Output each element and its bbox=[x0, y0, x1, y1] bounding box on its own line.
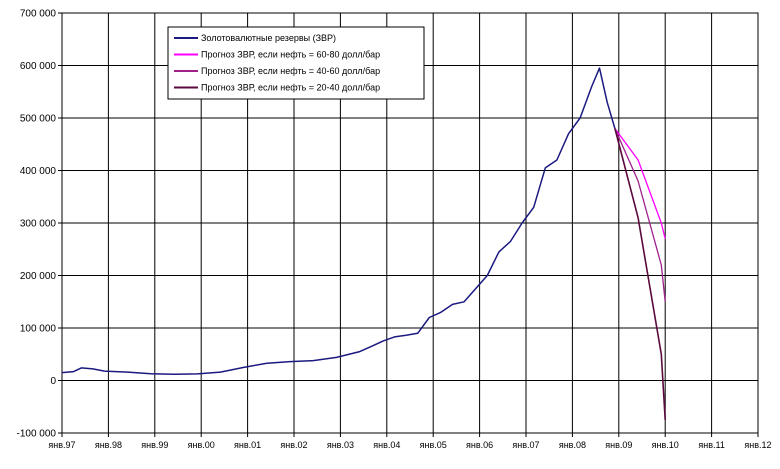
y-tick-label: 400 000 bbox=[20, 166, 57, 177]
x-tick-label: янв.08 bbox=[559, 440, 586, 450]
y-tick-label: 0 bbox=[50, 376, 56, 387]
legend: Золотовалютные резервы (ЗВР) Прогноз ЗВР,… bbox=[167, 26, 425, 100]
y-axis-ticks: 700 000 600 000 500 000 400 000 300 000 200 0… bbox=[17, 9, 62, 440]
x-tick-label: янв.01 bbox=[234, 440, 261, 450]
series-line-2 bbox=[614, 128, 666, 302]
x-axis-ticks: янв.97 янв.98 янв.99 янв.00 янв.01 янв.02 янв.… bbox=[48, 433, 772, 450]
legend-entry: Золотовалютные резервы (ЗВР) bbox=[201, 33, 336, 43]
series-line-3 bbox=[614, 128, 666, 420]
y-tick-label: 300 000 bbox=[20, 219, 57, 230]
y-tick-label: 100 000 bbox=[20, 324, 57, 335]
legend-box bbox=[167, 26, 425, 100]
legend-entry: Прогноз ЗВР, если нефть = 20-40 долл/бар bbox=[201, 83, 380, 93]
x-tick-label: янв.07 bbox=[512, 440, 539, 450]
x-tick-label: янв.12 bbox=[744, 440, 771, 450]
y-tick-label: -100 000 bbox=[17, 429, 57, 440]
x-tick-label: янв.00 bbox=[188, 440, 215, 450]
legend-entry: Прогноз ЗВР, если нефть = 40-60 долл/бар bbox=[201, 66, 380, 76]
series-line-1 bbox=[614, 128, 666, 239]
x-tick-label: янв.03 bbox=[327, 440, 354, 450]
x-tick-label: янв.11 bbox=[698, 440, 724, 450]
x-tick-label: янв.06 bbox=[466, 440, 493, 450]
series-layer bbox=[61, 67, 666, 420]
x-tick-label: янв.09 bbox=[605, 440, 632, 450]
legend-entry: Прогноз ЗВР, если нефть = 60-80 долл/бар bbox=[201, 50, 380, 60]
y-tick-label: 700 000 bbox=[20, 9, 57, 20]
x-tick-label: янв.98 bbox=[95, 440, 122, 450]
x-tick-label: янв.10 bbox=[652, 440, 679, 450]
y-tick-label: 600 000 bbox=[20, 61, 57, 72]
x-tick-label: янв.99 bbox=[141, 440, 168, 450]
x-tick-label: янв.02 bbox=[280, 440, 307, 450]
x-tick-label: янв.97 bbox=[48, 440, 75, 450]
x-tick-label: янв.04 bbox=[373, 440, 400, 450]
series-line-0 bbox=[61, 67, 616, 375]
y-tick-label: 500 000 bbox=[20, 114, 57, 125]
y-tick-label: 200 000 bbox=[20, 271, 57, 282]
x-tick-label: янв.05 bbox=[420, 440, 447, 450]
